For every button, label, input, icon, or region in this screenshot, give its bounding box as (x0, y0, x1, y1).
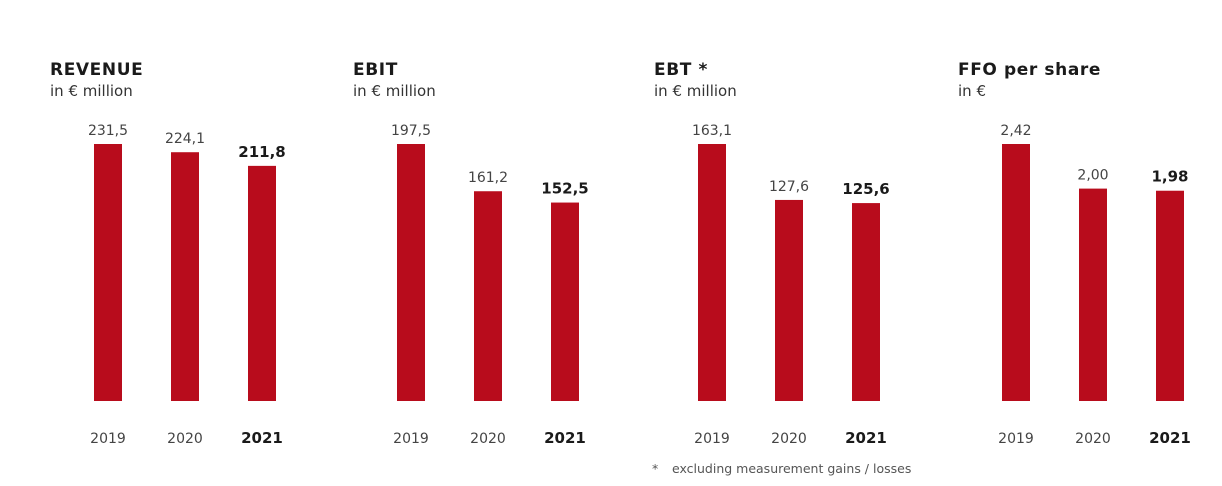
bar-2019 (94, 144, 122, 401)
value-label-2019: 2,42 (1000, 123, 1031, 139)
bar-2021 (551, 202, 579, 401)
bar-2021 (852, 203, 880, 401)
value-label-2019: 163,1 (692, 123, 732, 139)
bar-2020 (775, 199, 803, 401)
value-label-2019: 231,5 (88, 123, 128, 139)
bar-2021 (1156, 190, 1184, 401)
value-label-2021: 125,6 (842, 180, 889, 198)
footnote-marker: * (652, 461, 659, 476)
chart-title: EBIT (353, 60, 398, 80)
category-label-2019: 2019 (694, 431, 730, 447)
category-label-2019: 2019 (90, 431, 126, 447)
bar-2019 (397, 144, 425, 401)
footnote-text: excluding measurement gains / losses (672, 461, 912, 476)
category-label-2021: 2021 (1149, 429, 1191, 447)
value-label-2019: 197,5 (391, 123, 431, 139)
ebit-bar-chart: 197,5 2019 161,2 2020 152,5 2021 (391, 123, 589, 447)
revenue-chart: REVENUE in € million 231,5 2019 224,1 2020 2… (50, 0, 350, 486)
value-label-2020: 127,6 (769, 179, 809, 195)
category-label-2020: 2020 (167, 431, 203, 447)
chart-subtitle: in € million (654, 82, 737, 100)
ebt-chart: EBT * in € million 163,1 2019 127,6 2020 125… (654, 0, 954, 486)
value-label-2020: 2,00 (1077, 168, 1108, 184)
bar-2020 (474, 191, 502, 401)
category-label-2020: 2020 (771, 431, 807, 447)
category-label-2021: 2021 (845, 429, 887, 447)
bar-2020 (171, 152, 199, 401)
chart-subtitle: in € (958, 82, 986, 100)
ebit-chart: EBIT in € million 197,5 2019 161,2 2020 152,… (353, 0, 653, 486)
category-label-2020: 2020 (1075, 431, 1111, 447)
category-label-2021: 2021 (544, 429, 586, 447)
footnote: * excluding measurement gains / losses (652, 461, 911, 476)
value-label-2021: 211,8 (238, 143, 285, 161)
category-label-2019: 2019 (393, 431, 429, 447)
bar-2021 (248, 165, 276, 401)
bar-2020 (1079, 188, 1107, 401)
chart-subtitle: in € million (50, 82, 133, 100)
bar-2019 (1002, 144, 1030, 401)
chart-title: REVENUE (50, 60, 144, 80)
chart-title: EBT * (654, 60, 708, 80)
category-label-2020: 2020 (470, 431, 506, 447)
revenue-bar-chart: 231,5 2019 224,1 2020 211,8 2021 (88, 123, 286, 447)
chart-subtitle: in € million (353, 82, 436, 100)
ffo-bar-chart: 2,42 2019 2,00 2020 1,98 2021 (998, 123, 1191, 447)
value-label-2020: 224,1 (165, 131, 205, 147)
value-label-2021: 1,98 (1151, 168, 1188, 186)
value-label-2020: 161,2 (468, 170, 508, 186)
ebt-bar-chart: 163,1 2019 127,6 2020 125,6 2021 (692, 123, 890, 447)
bar-2019 (698, 144, 726, 401)
chart-title: FFO per share (958, 60, 1102, 80)
value-label-2021: 152,5 (541, 180, 588, 198)
category-label-2021: 2021 (241, 429, 283, 447)
ffo-per-share-chart: FFO per share in € 2,42 2019 2,00 2020 1,98 2… (958, 0, 1222, 486)
category-label-2019: 2019 (998, 431, 1034, 447)
